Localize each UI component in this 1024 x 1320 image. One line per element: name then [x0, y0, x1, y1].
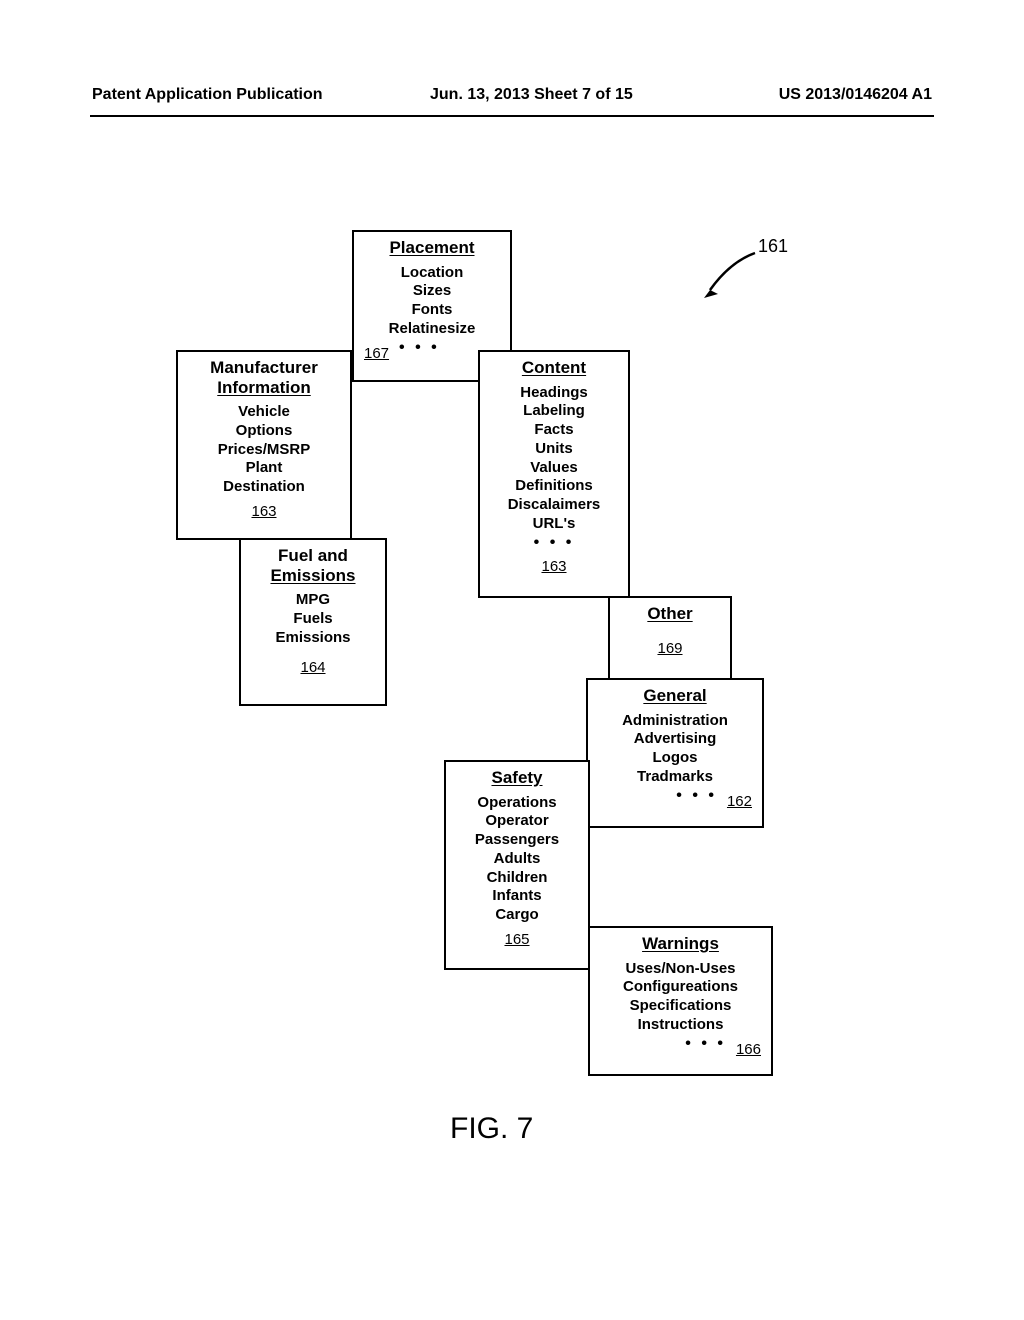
box-fuel-line: Emissions [245, 629, 381, 648]
box-warnings: Warnings Uses/Non-Uses Configureations S… [588, 926, 773, 1076]
box-fuel-emissions: Fuel and Emissions MPG Fuels Emissions 1… [239, 538, 387, 706]
box-manufacturer-title: Manufacturer Information [182, 358, 346, 397]
box-general-footer: • • • 162 [592, 787, 758, 810]
box-placement-line: Fonts [358, 301, 506, 320]
ellipsis-icon: • • • [484, 534, 624, 552]
box-general-line: Tradmarks [592, 768, 758, 787]
box-placement-line: Sizes [358, 282, 506, 301]
box-safety-line: Operator [450, 812, 584, 831]
header-mid: Jun. 13, 2013 Sheet 7 of 15 [430, 86, 633, 104]
box-content-line: Labeling [484, 402, 624, 421]
box-warnings-ref: 166 [736, 1041, 761, 1058]
box-warnings-line: Specifications [594, 997, 767, 1016]
box-general-ref: 162 [727, 793, 752, 810]
box-content-line: URL's [484, 515, 624, 534]
box-general: General Administration Advertising Logos… [586, 678, 764, 828]
box-safety-line: Cargo [450, 906, 584, 925]
box-content: Content Headings Labeling Facts Units Va… [478, 350, 630, 598]
box-manufacturer-line: Options [182, 422, 346, 441]
box-safety-line: Infants [450, 887, 584, 906]
box-general-title: General [592, 686, 758, 706]
ellipsis-icon: • • • [399, 339, 440, 357]
box-manufacturer-line: Destination [182, 478, 346, 497]
box-warnings-line: Instructions [594, 1016, 767, 1035]
box-other: Other 169 [608, 596, 732, 680]
box-general-line: Administration [592, 712, 758, 731]
box-safety: Safety Operations Operator Passengers Ad… [444, 760, 590, 970]
title-line: Emissions [270, 566, 355, 585]
box-fuel-ref: 164 [300, 659, 325, 676]
box-warnings-title: Warnings [594, 934, 767, 954]
box-fuel-line: MPG [245, 591, 381, 610]
title-line: Information [217, 378, 311, 397]
box-other-ref: 169 [657, 640, 682, 657]
callout-161-arrow [700, 250, 760, 300]
box-other-title: Other [614, 604, 726, 624]
box-content-ref: 163 [541, 558, 566, 575]
box-content-line: Headings [484, 384, 624, 403]
box-manufacturer-ref: 163 [251, 503, 276, 520]
title-line: Fuel and [278, 546, 348, 565]
box-warnings-line: Configureations [594, 978, 767, 997]
box-manufacturer-line: Vehicle [182, 403, 346, 422]
figure-caption: FIG. 7 [450, 1112, 533, 1146]
box-warnings-footer: • • • 166 [594, 1035, 767, 1058]
ellipsis-icon: • • • [685, 1035, 726, 1053]
box-content-line: Values [484, 459, 624, 478]
box-placement-title: Placement [358, 238, 506, 258]
box-manufacturer: Manufacturer Information Vehicle Options… [176, 350, 352, 540]
patent-figure-page: Patent Application Publication Jun. 13, … [0, 0, 1024, 1320]
title-line: Manufacturer [210, 358, 318, 377]
box-content-line: Facts [484, 421, 624, 440]
header-left: Patent Application Publication [92, 86, 323, 104]
box-fuel-line: Fuels [245, 610, 381, 629]
box-placement-line: Relatinesize [358, 320, 506, 339]
box-safety-line: Adults [450, 850, 584, 869]
box-manufacturer-line: Prices/MSRP [182, 441, 346, 460]
box-placement-ref: 167 [364, 345, 389, 362]
box-content-line: Discalaimers [484, 496, 624, 515]
box-manufacturer-line: Plant [182, 459, 346, 478]
box-safety-line: Children [450, 869, 584, 888]
box-general-line: Advertising [592, 730, 758, 749]
box-safety-line: Operations [450, 794, 584, 813]
box-content-line: Definitions [484, 477, 624, 496]
header-right: US 2013/0146204 A1 [779, 86, 932, 104]
box-content-line: Units [484, 440, 624, 459]
box-fuel-title: Fuel and Emissions [245, 546, 381, 585]
header-rule [90, 115, 934, 117]
ellipsis-icon: • • • [676, 787, 717, 805]
box-warnings-line: Uses/Non-Uses [594, 960, 767, 979]
box-general-line: Logos [592, 749, 758, 768]
box-placement-line: Location [358, 264, 506, 283]
box-safety-line: Passengers [450, 831, 584, 850]
box-safety-title: Safety [450, 768, 584, 788]
callout-161-label: 161 [758, 236, 788, 257]
box-safety-ref: 165 [504, 931, 529, 948]
box-content-title: Content [484, 358, 624, 378]
